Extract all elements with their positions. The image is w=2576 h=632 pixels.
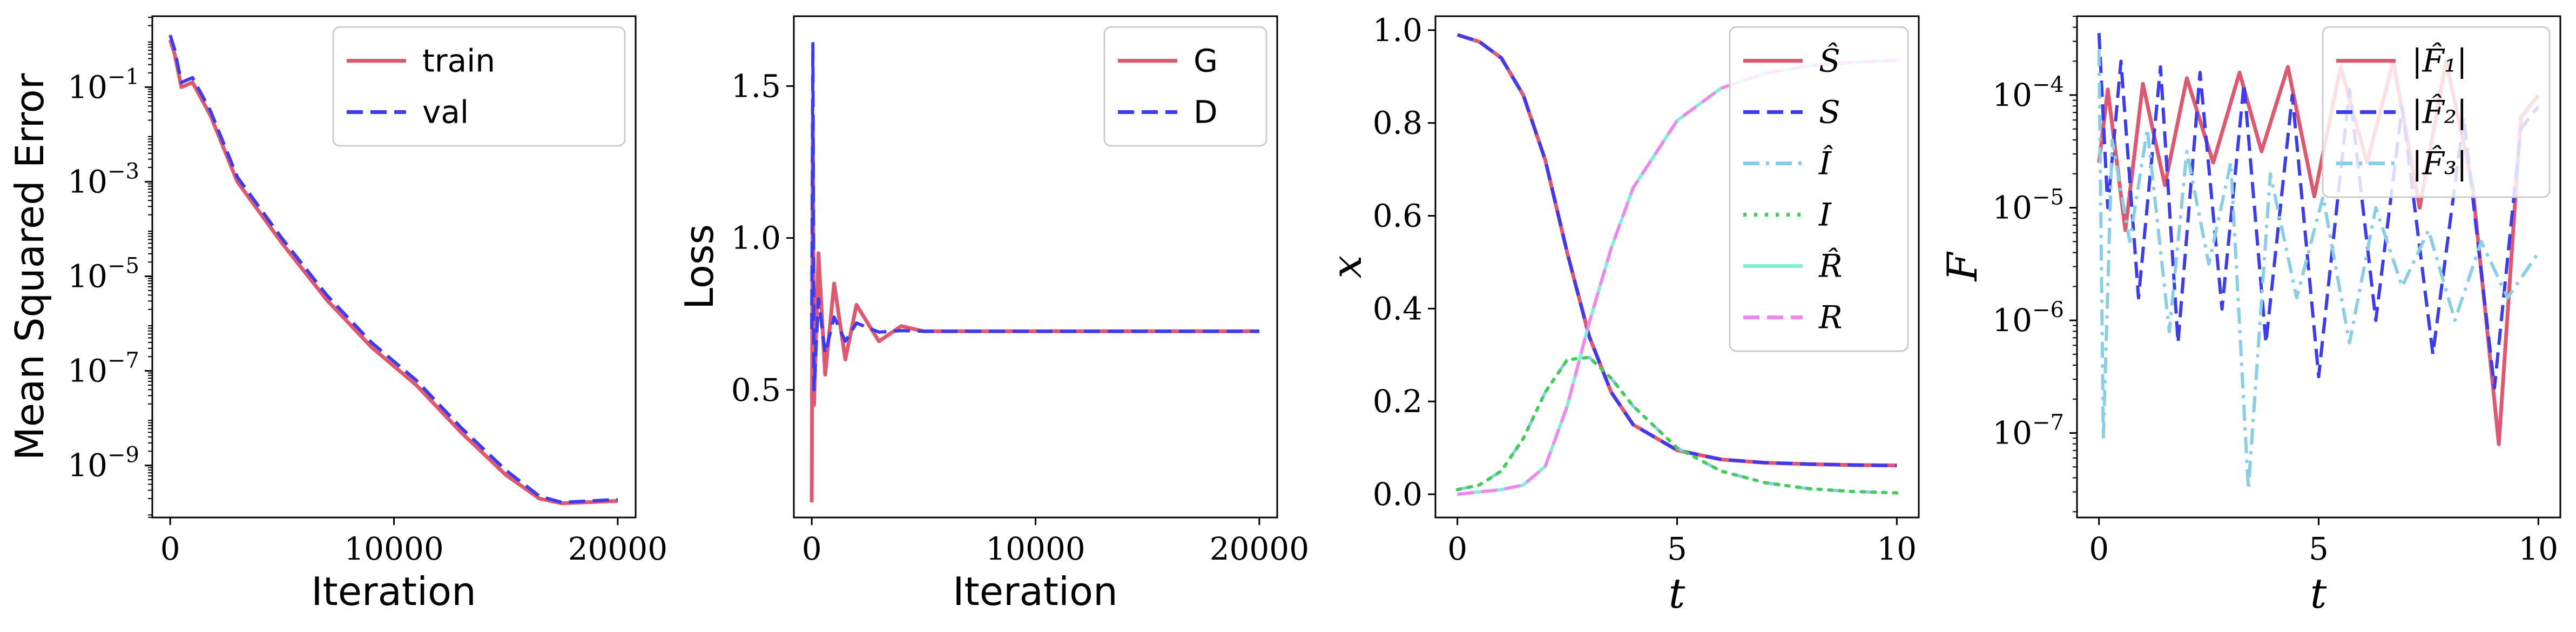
legend-box xyxy=(1103,26,1267,147)
y-tick-label: 10−4 xyxy=(1992,72,2064,113)
series-line-1 xyxy=(168,35,618,504)
legend-label: Î xyxy=(1818,145,1833,182)
y-axis-label: Mean Squared Error xyxy=(7,73,52,460)
subplot-loss: 0 10000 20000 0.5 1.0 1.5 Iteration Loss GD xyxy=(677,15,1309,614)
legend-label: D xyxy=(1193,94,1218,131)
series-line-3 xyxy=(1455,355,1899,495)
plot-lines xyxy=(168,35,618,506)
series-line-2 xyxy=(2097,50,2540,491)
subplot-mse: 0 10000 20000 10−1 10−3 10−5 10−7 10−9 Iteratio… xyxy=(7,15,667,614)
x-tick-label: 5 xyxy=(1667,530,1687,567)
legend-label: Ŝ xyxy=(1819,43,1840,79)
axis-ticks: 0 5 10 0.0 0.2 0.4 0.6 0.8 1.0 xyxy=(1373,12,1917,567)
subplot-residual: 0 5 10 10−4 10−5 10−6 10−7 t F |F̂₁| |F̂₂| |F̂₃| xyxy=(1938,15,2561,617)
x-axis-label: Iteration xyxy=(311,569,476,614)
legend-label: R̂ xyxy=(1818,247,1843,285)
legend: train val xyxy=(332,26,626,147)
y-axis-label: Loss xyxy=(677,224,722,310)
legend-label: train xyxy=(422,43,495,79)
y-tick-label: 0.2 xyxy=(1373,383,1422,420)
x-tick-label: 0 xyxy=(1447,530,1467,567)
series-line-0 xyxy=(1456,33,1897,468)
plot-lines xyxy=(810,42,1259,502)
x-tick-label: 10000 xyxy=(986,530,1085,567)
x-tick-label: 20000 xyxy=(1210,530,1310,567)
x-axis-label: t xyxy=(1669,569,1685,617)
y-tick-label: 10−7 xyxy=(68,348,139,389)
y-tick-label: 0.6 xyxy=(1373,197,1422,234)
y-tick-label: 0.0 xyxy=(1373,476,1422,513)
y-tick-label: 0.5 xyxy=(731,372,781,408)
axis-ticks: 0 10000 20000 10−1 10−3 10−5 10−7 10−9 xyxy=(68,17,667,567)
x-tick-label: 0 xyxy=(802,530,822,567)
y-tick-label: 0.8 xyxy=(1373,105,1422,142)
legend-label: |F̂₃| xyxy=(2412,145,2467,182)
legend-label: G xyxy=(1193,43,1218,79)
legend-box xyxy=(2322,26,2551,198)
legend-label: R xyxy=(1818,299,1843,336)
x-axis-label: t xyxy=(2310,569,2327,617)
x-tick-label: 20000 xyxy=(568,530,668,567)
legend-label: I xyxy=(1818,197,1832,233)
y-tick-label: 10−1 xyxy=(68,64,139,105)
y-tick-label: 1.5 xyxy=(731,68,781,104)
x-tick-label: 5 xyxy=(2309,530,2329,567)
x-tick-label: 0 xyxy=(160,530,180,567)
y-tick-label: 10−5 xyxy=(1992,185,2064,226)
y-tick-label: 1.0 xyxy=(731,220,781,257)
y-axis-label: F xyxy=(1938,251,1986,282)
legend-box xyxy=(1729,26,1909,352)
y-tick-label: 0.4 xyxy=(1373,290,1422,327)
legend-box xyxy=(332,26,626,147)
y-tick-label: 10−3 xyxy=(68,159,139,200)
y-tick-label: 1.0 xyxy=(1373,12,1422,49)
legend-label: |F̂₁| xyxy=(2412,42,2467,79)
series-line-2 xyxy=(1457,355,1897,495)
x-tick-label: 10 xyxy=(1877,530,1917,567)
legend: |F̂₁| |F̂₂| |F̂₃| xyxy=(2322,26,2551,198)
legend: GD xyxy=(1103,26,1267,147)
x-tick-label: 0 xyxy=(2089,530,2109,567)
y-tick-label: 10−7 xyxy=(1992,411,2064,452)
x-tick-label: 10000 xyxy=(344,530,444,567)
y-tick-label: 10−9 xyxy=(68,443,139,484)
axis-ticks: 0 5 10 10−4 10−5 10−6 10−7 xyxy=(1992,16,2558,567)
legend-label: S xyxy=(1819,94,1840,131)
series-line-1 xyxy=(810,42,1259,392)
legend-label: |F̂₂| xyxy=(2412,93,2467,131)
legend-label: val xyxy=(422,94,469,131)
axis-ticks: 0 10000 20000 0.5 1.0 1.5 xyxy=(731,68,1309,567)
y-tick-label: 10−6 xyxy=(1992,298,2064,339)
x-tick-label: 10 xyxy=(2518,530,2558,567)
x-axis-label: Iteration xyxy=(953,569,1117,614)
y-axis-label: x xyxy=(1323,256,1371,279)
series-line-0 xyxy=(810,115,1259,502)
series-line-0 xyxy=(168,39,618,506)
y-tick-label: 10−5 xyxy=(68,254,139,295)
